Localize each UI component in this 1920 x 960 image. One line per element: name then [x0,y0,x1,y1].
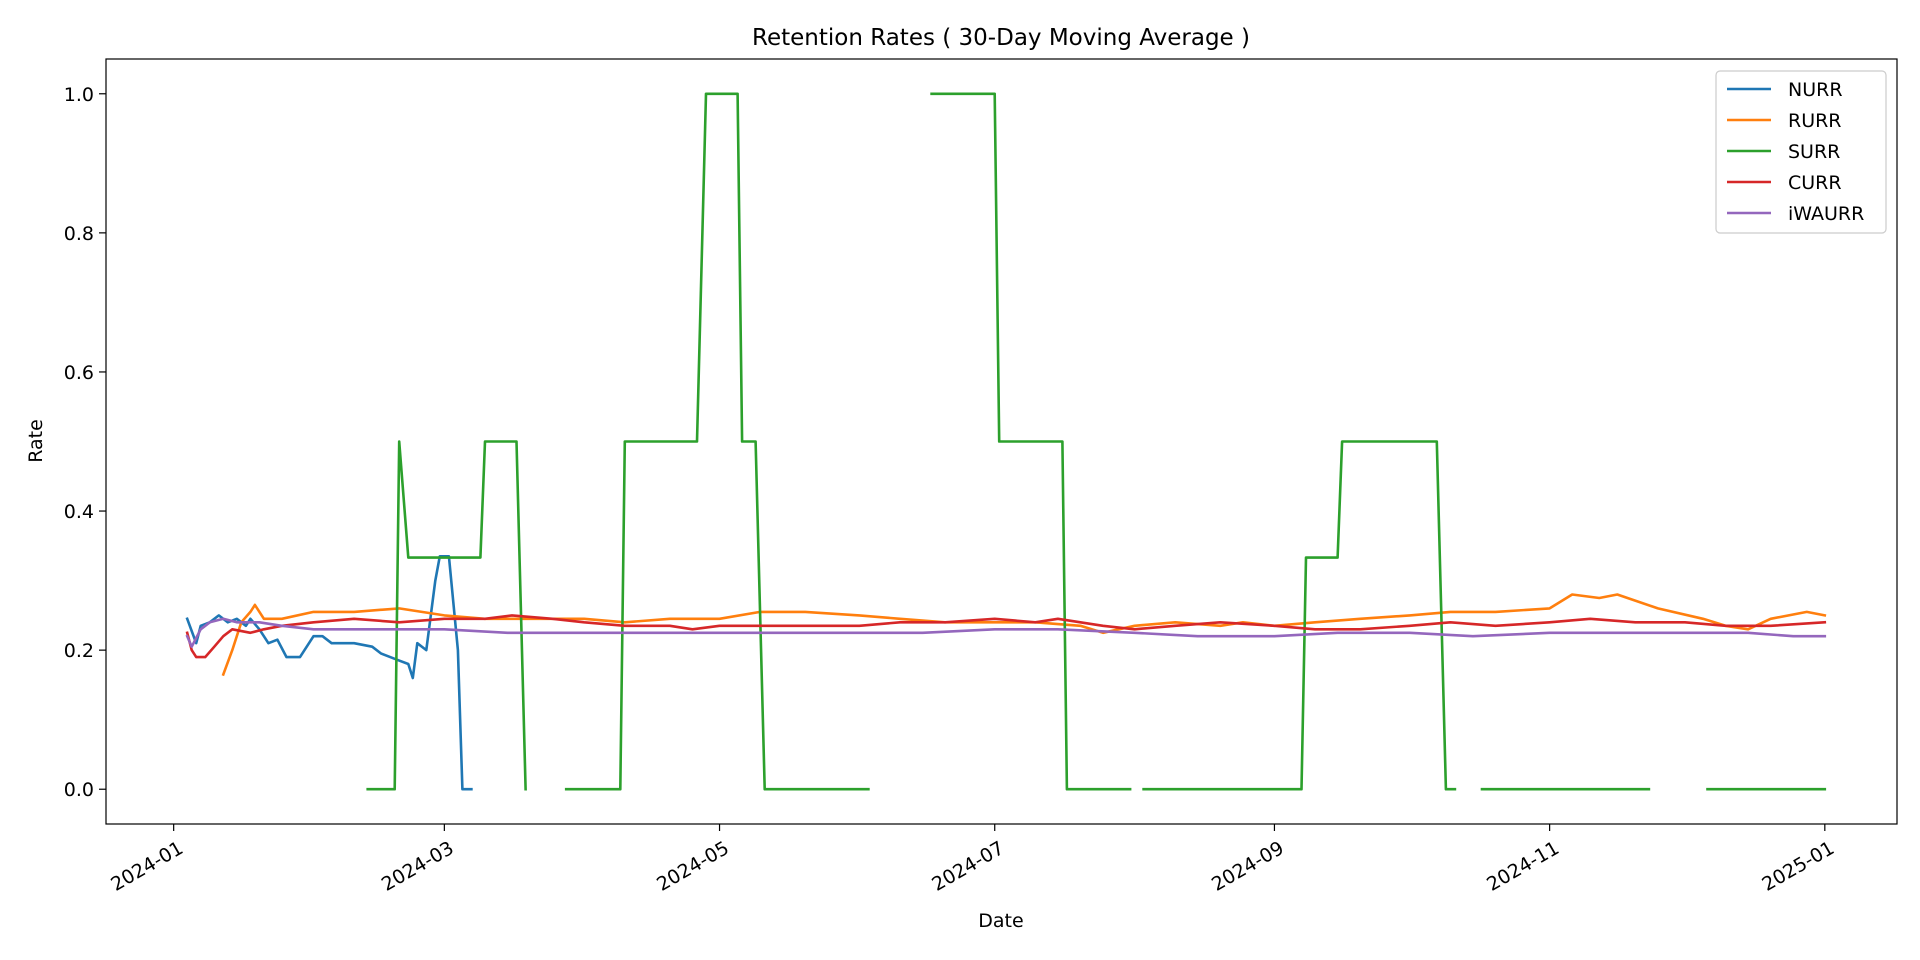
y-tick-label: 0.6 [64,362,94,384]
chart-title: Retention Rates ( 30-Day Moving Average … [752,25,1250,51]
y-axis: 0.0 0.2 0.4 0.6 0.8 1.0 [64,84,106,801]
y-tick-label: 0.8 [64,223,94,245]
y-tick-label: 1.0 [64,84,94,106]
series-line-curr [185,614,1827,659]
y-tick-label: 0.2 [64,640,94,662]
series-line-surr-segment-2 [564,92,870,791]
legend-items: NURR RURR SURR CURR iWAURR [1727,79,1864,225]
series-line-surr-segment-4 [1142,440,1457,791]
plot-frame [105,58,1898,825]
legend-label-rurr: RURR [1788,110,1842,132]
legend-label-curr: CURR [1788,172,1842,194]
series-line-surr-segment-3 [930,92,1132,791]
legend-label-surr: SURR [1788,141,1840,163]
y-tick-label: 0.0 [64,779,94,801]
y-axis-title: Rate [25,419,47,463]
legend-box [1715,70,1887,234]
y-tick-label: 0.4 [64,501,94,523]
x-axis-title: Date [978,910,1023,932]
legend: NURR RURR SURR CURR iWAURR [1715,70,1887,234]
series-line-surr-segment-1 [366,440,527,791]
plot-area [105,58,1898,825]
series-line-nurr [185,554,473,791]
series-line-iwaurr [185,617,1827,649]
series-layer [185,92,1827,791]
legend-label-nurr: NURR [1788,79,1843,101]
legend-label-iwaurr: iWAURR [1788,203,1864,225]
